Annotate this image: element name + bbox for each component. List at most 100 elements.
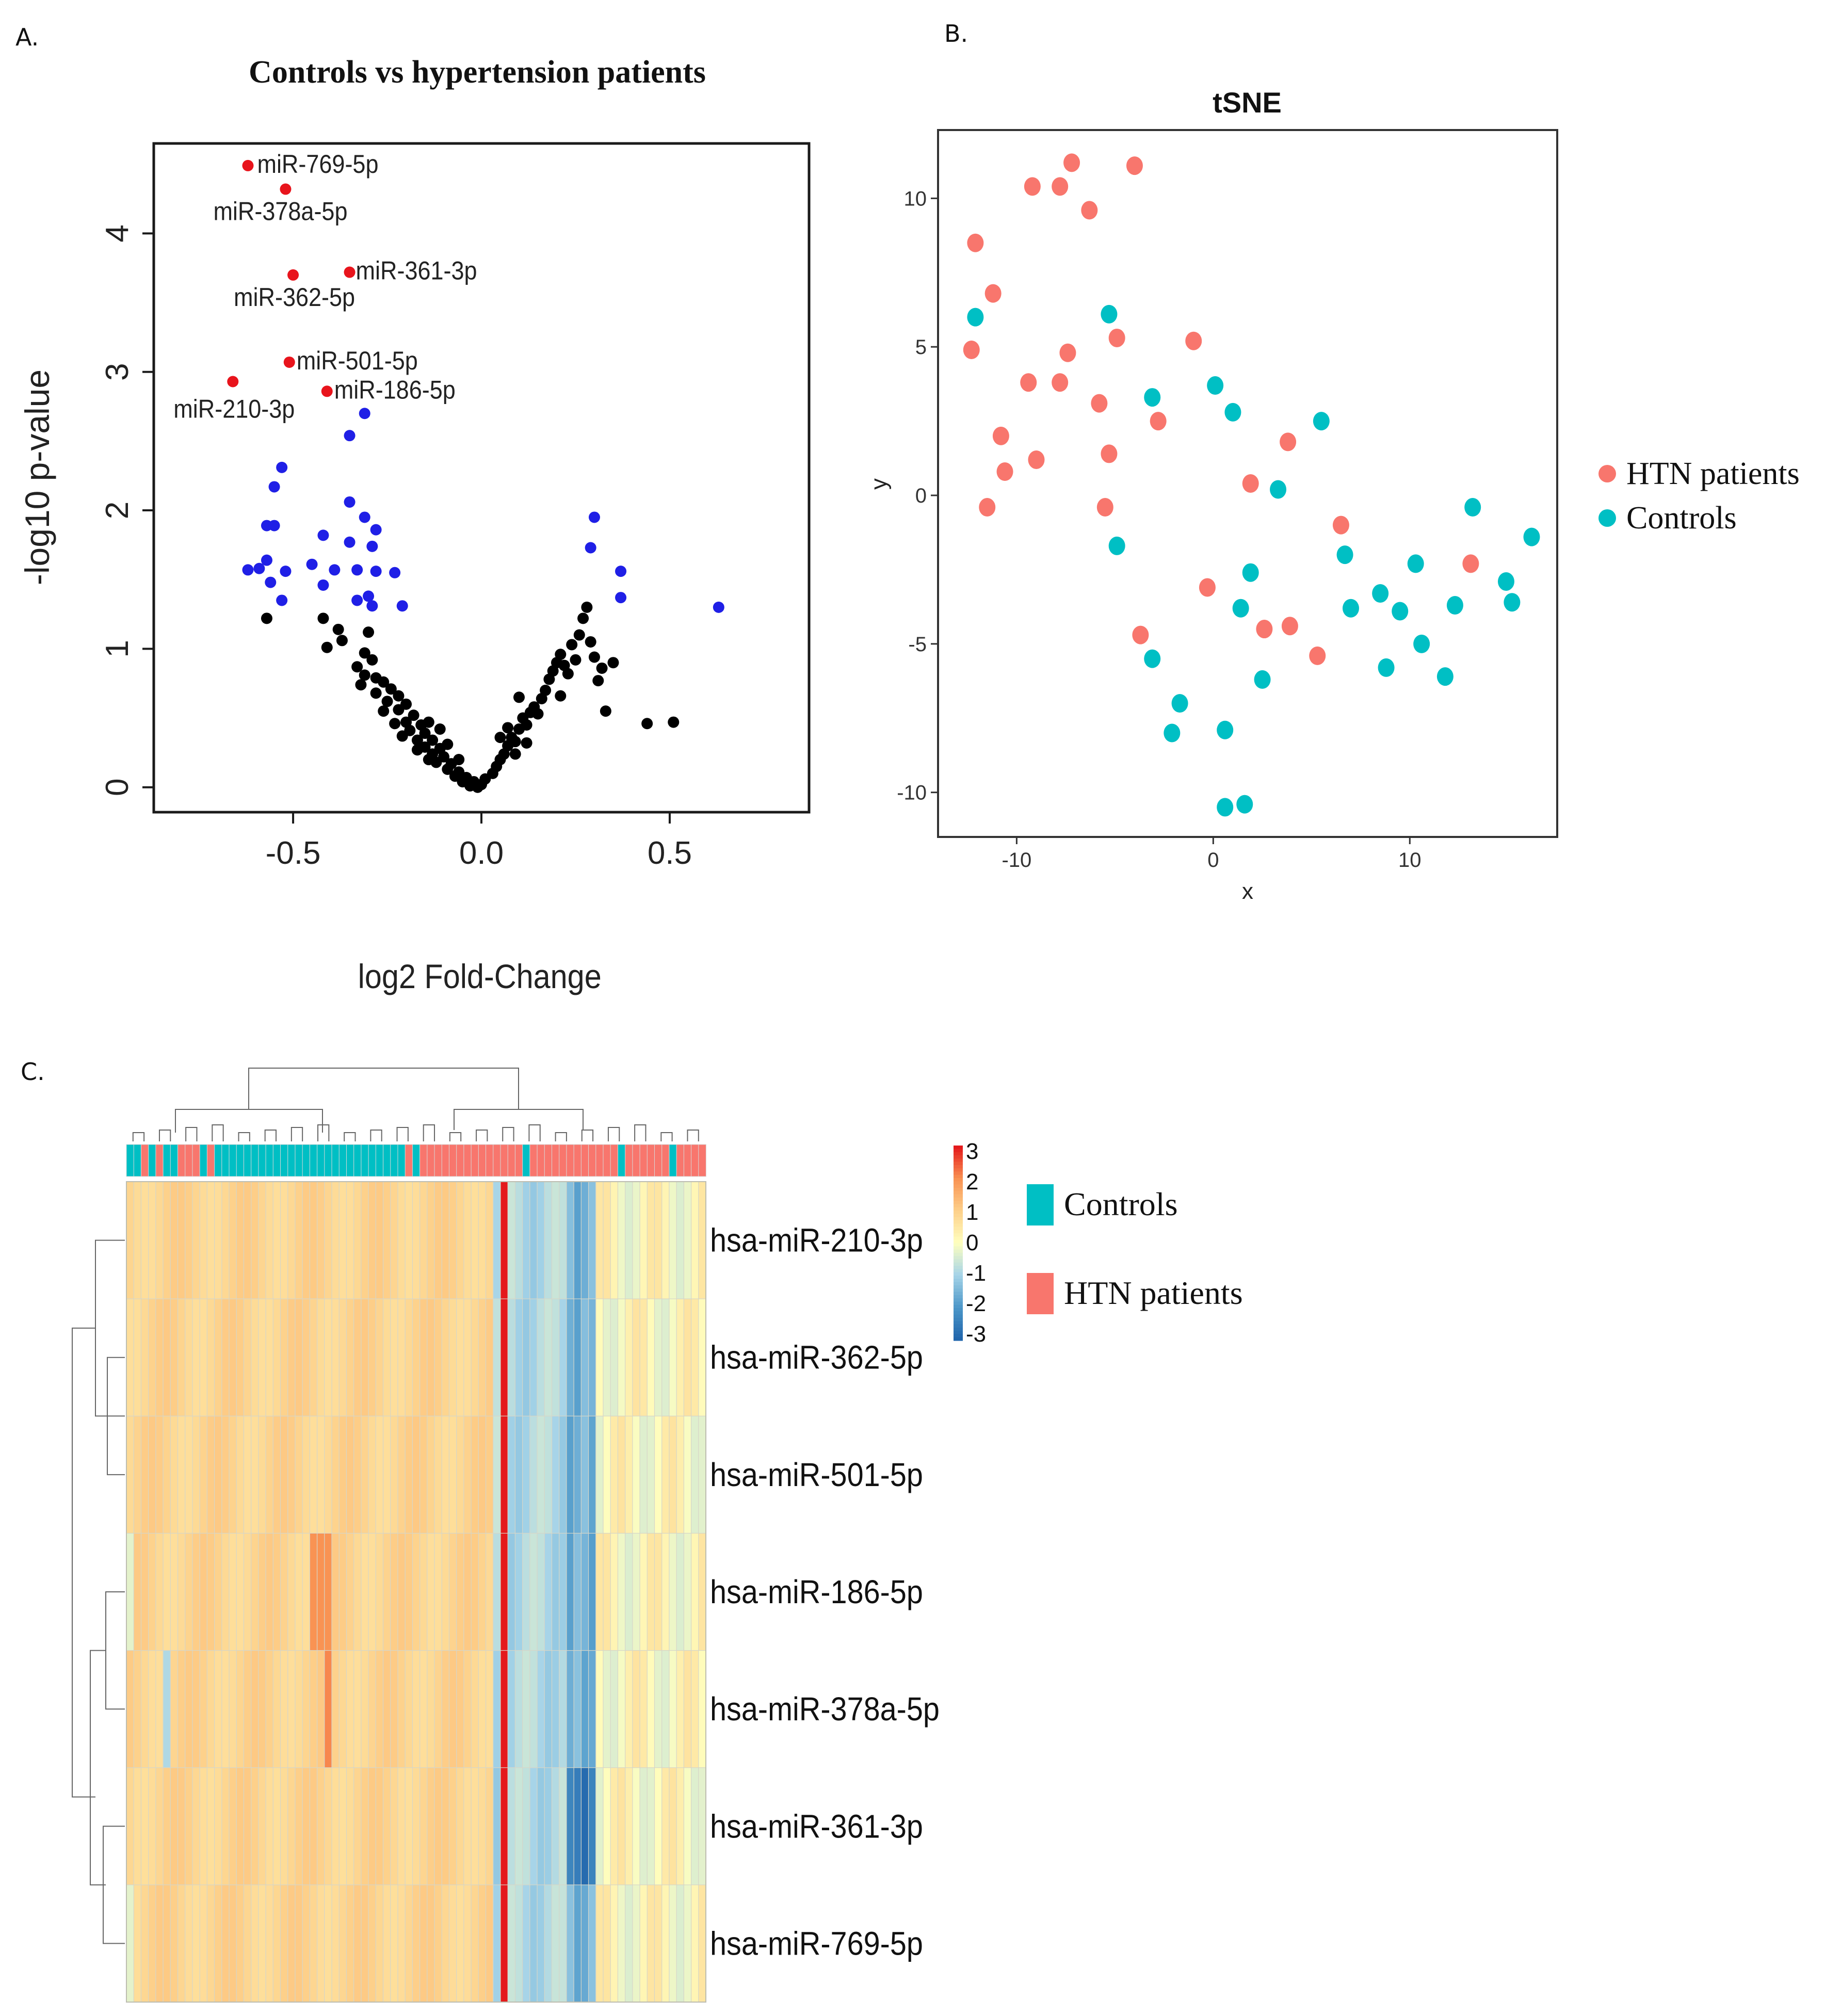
heatmap-cell [625, 1181, 633, 1300]
heatmap-cell [544, 1298, 553, 1417]
volcano-point [389, 718, 401, 730]
color-scale-segment [954, 1201, 963, 1204]
heatmap-cell [324, 1181, 333, 1300]
heatmap-cell [471, 1181, 479, 1300]
volcano-point [513, 691, 525, 703]
color-scale-segment [954, 1285, 963, 1289]
heatmap-cell [647, 1884, 655, 2003]
heatmap-cell [625, 1767, 633, 1885]
heatmap-cell [654, 1650, 663, 1768]
color-scale-segment [954, 1155, 963, 1159]
heatmap-cell [566, 1533, 575, 1651]
volcano-point [509, 736, 521, 748]
heatmap-cell [625, 1533, 633, 1651]
heatmap-cell [133, 1533, 142, 1651]
heatmap-cell [610, 1884, 619, 2003]
heatmap-cell [573, 1884, 582, 2003]
color-scale-segment [954, 1279, 963, 1283]
heatmap-cell [690, 1181, 699, 1300]
dendrogram-branch [185, 1127, 198, 1141]
heatmap-cell [595, 1650, 604, 1768]
group-bar-cell [346, 1144, 354, 1177]
group-bar-cell [529, 1144, 538, 1177]
heatmap-cell [617, 1181, 626, 1300]
heatmap-cell [309, 1650, 318, 1768]
heatmap-cell [324, 1650, 333, 1768]
heatmap-cell [669, 1415, 677, 1534]
volcano-point [607, 657, 619, 669]
volcano-significant-point [615, 566, 627, 577]
volcano-significant-point [588, 511, 600, 523]
color-scale-segment [954, 1311, 963, 1315]
heatmap-cell [617, 1884, 626, 2003]
heatmap-cell [463, 1181, 472, 1300]
group-bar-cell [338, 1144, 347, 1177]
heatmap-cell [382, 1298, 391, 1417]
heatmap-cell [434, 1767, 443, 1885]
heatmap-cell [170, 1181, 179, 1300]
heatmap-cell [375, 1181, 384, 1300]
volcano-point [532, 708, 544, 720]
heatmap-cell [331, 1533, 340, 1651]
tsne-control-point [1336, 545, 1353, 565]
tsne-legend-label: Controls [1626, 501, 1737, 536]
heatmap-cell [412, 1767, 421, 1885]
tsne-htn-point [963, 340, 980, 359]
heatmap-cell [206, 1884, 215, 2003]
heatmap-cell [544, 1181, 553, 1300]
heatmap-cell [251, 1650, 259, 1768]
heatmap-cell [331, 1181, 340, 1300]
tsne-htn-point [1059, 343, 1076, 362]
heatmap-cell [654, 1298, 663, 1417]
color-scale-segment [954, 1181, 963, 1185]
group-bar-cell [566, 1144, 575, 1177]
heatmap-cell [382, 1884, 391, 2003]
volcano-point [385, 683, 397, 695]
heatmap-cell [493, 1767, 501, 1885]
heatmap-cell [610, 1533, 619, 1651]
heatmap-cell [573, 1298, 582, 1417]
volcano-significant-point [389, 567, 401, 578]
heatmap-cell [192, 1533, 201, 1651]
heatmap-cell [573, 1533, 582, 1651]
heatmap-cell [683, 1181, 692, 1300]
heatmap-cell [243, 1181, 252, 1300]
color-scale-segment [954, 1171, 963, 1175]
heatmap-cell [478, 1181, 487, 1300]
volcano-x-axis-label: log2 Fold-Change [358, 958, 602, 996]
tsne-htn-point [1185, 331, 1202, 350]
heatmap-cell [338, 1415, 347, 1534]
heatmap-cell [654, 1767, 663, 1885]
heatmap-cell [639, 1650, 648, 1768]
heatmap-cell [287, 1181, 296, 1300]
heatmap-cell [529, 1533, 538, 1651]
color-scale-segment [954, 1292, 963, 1296]
volcano-title: Controls vs hypertension patients [249, 55, 706, 90]
heatmap-cell [346, 1884, 354, 2003]
heatmap-cell [485, 1298, 494, 1417]
volcano-point [588, 651, 600, 663]
heatmap-cell [243, 1533, 252, 1651]
color-scale-segment [954, 1272, 963, 1276]
heatmap-cell [368, 1767, 377, 1885]
tsne-htn-point [984, 284, 1002, 303]
volcano-point [641, 718, 653, 730]
volcano-significant-point [268, 520, 280, 531]
volcano-y-axis-label: -log10 p-value [18, 369, 56, 585]
tsne-x-tick-label: 0 [1207, 849, 1219, 872]
heatmap-cell [471, 1884, 479, 2003]
group-bar-cell [669, 1144, 677, 1177]
color-scale-segment [954, 1220, 963, 1224]
group-bar-cell [427, 1144, 435, 1177]
heatmap-cell [185, 1533, 193, 1651]
color-scale-segment [954, 1165, 963, 1169]
heatmap-cell [390, 1181, 398, 1300]
heatmap-cell [206, 1650, 215, 1768]
heatmap-cell [588, 1884, 596, 2003]
heatmap-cell [287, 1415, 296, 1534]
heatmap-cell [155, 1533, 164, 1651]
volcano-significant-point [317, 529, 329, 541]
tsne-htn-point [996, 462, 1013, 481]
heatmap-cell [382, 1533, 391, 1651]
heatmap-cell [639, 1533, 648, 1651]
